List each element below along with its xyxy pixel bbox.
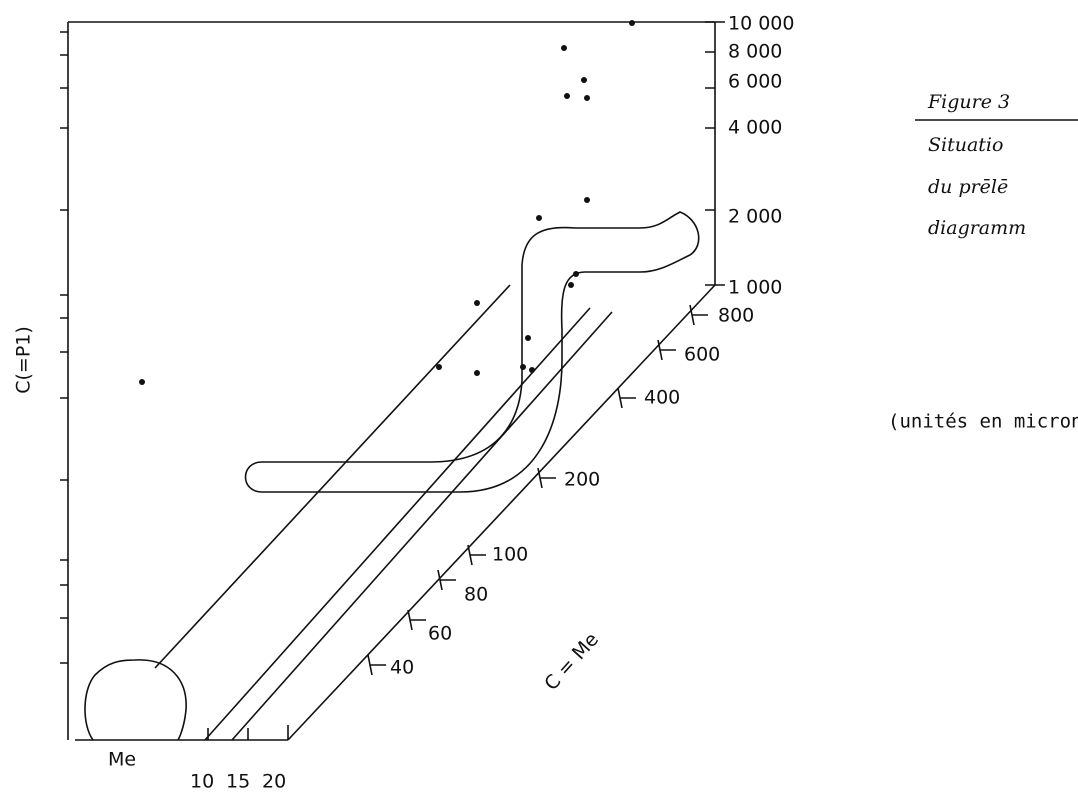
- note: (unités en microns): [888, 411, 1078, 433]
- diagonal-label: 40: [390, 657, 414, 679]
- bottom-label: Me: [108, 749, 136, 771]
- diagonal-label: 100: [492, 544, 528, 566]
- end-circle: [84, 659, 187, 741]
- right-label: 2 000: [728, 206, 782, 228]
- right-label: 4 000: [728, 117, 782, 139]
- tube-edge: [154, 284, 511, 669]
- caption-title: Figure 3: [927, 91, 1010, 113]
- right-label: 10 000: [728, 13, 794, 35]
- right-ticks: [705, 21, 725, 286]
- diagonal-label: 400: [644, 387, 680, 409]
- diagonal-label: 80: [464, 584, 488, 606]
- diagonal-label: 60: [428, 623, 452, 645]
- right-label: 6 000: [728, 71, 782, 93]
- worm-region: [244, 211, 700, 493]
- bottom-label: 20: [262, 771, 286, 793]
- right-label: 8 000: [728, 41, 782, 63]
- points: [139, 20, 635, 385]
- vertical-axis-title: C(=P1): [13, 326, 35, 394]
- tube-edge: [204, 307, 591, 741]
- diagonal-axis: [287, 284, 716, 741]
- left-ticks: [60, 31, 68, 664]
- bottom-label: 10: [190, 771, 214, 793]
- diagonal-label: 600: [684, 344, 720, 366]
- caption-line: Situatio: [928, 134, 1003, 156]
- diagonal-label: 800: [718, 305, 754, 327]
- tube-edge: [231, 311, 613, 741]
- diagonal-axis-title: C = Me: [540, 629, 603, 695]
- caption-line: du prēlē: [928, 176, 1008, 198]
- bottom-ticks: [207, 725, 289, 740]
- diagonal-label: 200: [564, 469, 600, 491]
- caption-line: diagramm: [928, 217, 1026, 239]
- right-label: 1 000: [728, 277, 782, 299]
- bottom-label: 15: [226, 771, 250, 793]
- diagonal-ticks: [367, 304, 708, 676]
